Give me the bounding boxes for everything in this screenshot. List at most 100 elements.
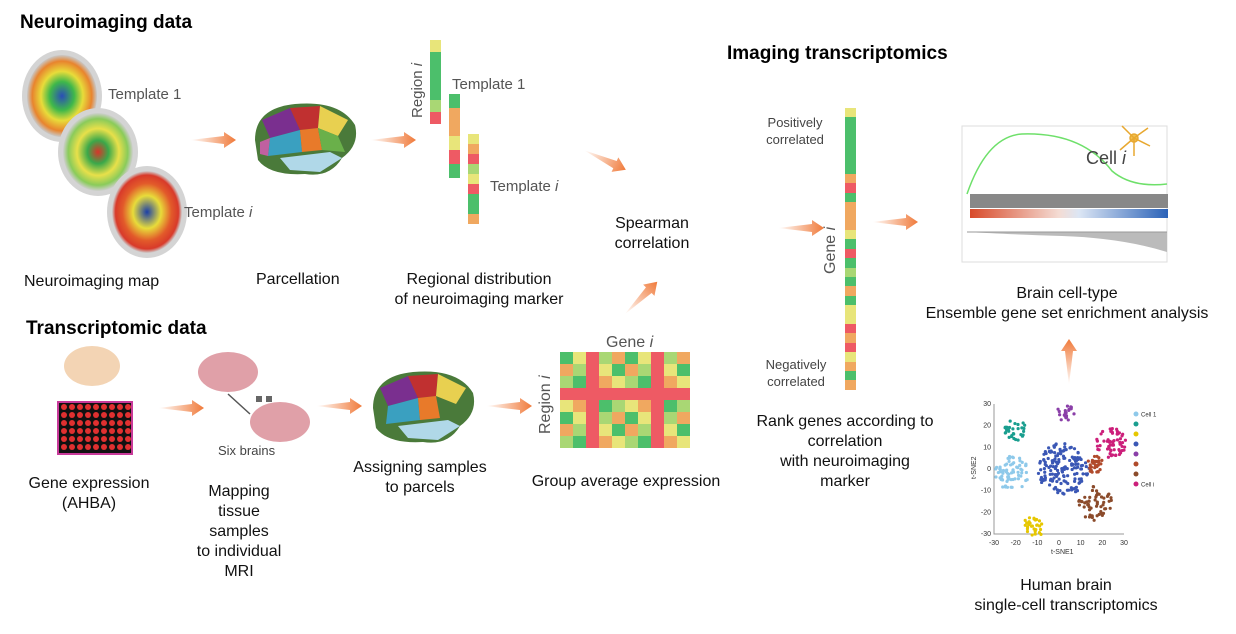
tsne-point bbox=[1095, 437, 1099, 441]
microarray-spot bbox=[69, 420, 75, 426]
strip-cell bbox=[430, 112, 441, 124]
tsne-point bbox=[1073, 477, 1077, 481]
region-strip-1 bbox=[430, 40, 441, 124]
strip-cell bbox=[449, 164, 460, 178]
heatmap-cell bbox=[664, 364, 677, 376]
tsne-legend-marker bbox=[1133, 451, 1139, 457]
tsne-point bbox=[1016, 477, 1021, 481]
tsne-point bbox=[1083, 515, 1088, 519]
strip-cell bbox=[468, 184, 479, 194]
tsne-point bbox=[1086, 459, 1090, 463]
tsne-point bbox=[1056, 491, 1060, 495]
tsne-point bbox=[1100, 458, 1104, 462]
microarray-spot bbox=[117, 404, 123, 410]
microarray-spot bbox=[69, 412, 75, 418]
tsne-point bbox=[1062, 479, 1066, 483]
microarray-spot bbox=[101, 444, 107, 450]
tsne-point bbox=[1083, 495, 1087, 499]
strip-cell bbox=[430, 76, 441, 88]
microarray-spot bbox=[61, 412, 67, 418]
microarray-spot bbox=[77, 420, 83, 426]
tsne-xtick: 10 bbox=[1077, 540, 1085, 547]
tsne-point bbox=[1044, 464, 1048, 468]
microarray-spot bbox=[117, 444, 123, 450]
tsne-point bbox=[1048, 483, 1052, 487]
microarray-spot bbox=[77, 444, 83, 450]
tsne-point bbox=[1106, 455, 1111, 459]
tsne-point bbox=[1005, 485, 1010, 489]
microarray-spot bbox=[69, 404, 75, 410]
microarray-spot bbox=[85, 404, 91, 410]
tsne-point bbox=[1072, 412, 1076, 416]
heatmap-cell bbox=[638, 412, 651, 424]
arrow-to-spearman-bottom bbox=[624, 281, 658, 315]
arrow-to-regional bbox=[370, 132, 416, 148]
region-strip-3 bbox=[468, 134, 479, 224]
heatmap-cell bbox=[560, 412, 573, 424]
tsne-point bbox=[1099, 432, 1103, 436]
heatmap-cell bbox=[560, 364, 573, 376]
tsne-point bbox=[1050, 479, 1055, 483]
arrow-to-group-average bbox=[486, 398, 532, 414]
tsne-point bbox=[1011, 456, 1015, 460]
microarray-spot bbox=[109, 404, 115, 410]
arrow-to-assigning bbox=[316, 398, 362, 414]
heatmap-cell bbox=[560, 400, 573, 412]
heatmap-cell bbox=[664, 352, 677, 364]
tsne-point bbox=[1092, 518, 1096, 522]
heatmap-cell bbox=[651, 376, 664, 388]
tsne-point bbox=[1001, 485, 1005, 489]
tsne-point bbox=[1041, 477, 1045, 481]
heatmap-cell bbox=[664, 388, 677, 400]
tsne-point bbox=[1077, 503, 1082, 507]
tsne-point bbox=[1094, 489, 1099, 493]
tsne-point bbox=[1091, 485, 1095, 489]
strip-cell bbox=[845, 192, 856, 202]
heatmap-cell bbox=[625, 424, 638, 436]
microarray-spot bbox=[109, 412, 115, 418]
strip-cell bbox=[845, 295, 856, 306]
microarray-spot bbox=[93, 404, 99, 410]
human-brain-label: Human brain single-cell transcriptomics bbox=[974, 577, 1158, 614]
tsne-point bbox=[1089, 465, 1094, 469]
tsne-point bbox=[1055, 454, 1060, 458]
strip-cell bbox=[468, 194, 479, 204]
tsne-point bbox=[1054, 460, 1058, 464]
tsne-point bbox=[1021, 421, 1025, 425]
microarray-spot bbox=[69, 444, 75, 450]
assigning-brain bbox=[373, 371, 475, 443]
heatmap-cell bbox=[651, 400, 664, 412]
heatmap-region-i-label: Region i bbox=[537, 375, 554, 434]
heatmap-cell bbox=[612, 376, 625, 388]
strip-cell bbox=[845, 211, 856, 221]
tsne-ytick: -30 bbox=[981, 531, 991, 538]
tsne-legend-label: Cell 1 bbox=[1141, 413, 1157, 419]
region-i-axis-label: Region i bbox=[409, 62, 426, 118]
microarray-spot bbox=[101, 420, 107, 426]
tsne-ytick: 10 bbox=[983, 444, 991, 451]
assigning-samples-label: Assigning samples to parcels bbox=[353, 459, 487, 496]
microarray-spot bbox=[61, 404, 67, 410]
tsne-point bbox=[1028, 521, 1032, 525]
heatmap-cell bbox=[651, 364, 664, 376]
tsne-point bbox=[999, 477, 1003, 482]
heatmap-cell bbox=[677, 400, 690, 412]
tsne-point bbox=[1069, 445, 1073, 449]
tsne-legend-marker bbox=[1133, 471, 1139, 477]
tsne-point bbox=[1093, 466, 1097, 470]
tsne-point bbox=[1081, 472, 1085, 476]
tsne-point bbox=[1020, 460, 1024, 465]
tsne-point bbox=[1101, 503, 1105, 507]
tsne-point bbox=[1066, 474, 1070, 478]
strip-cell bbox=[845, 323, 856, 334]
heatmap-cell bbox=[638, 364, 651, 376]
tsne-point bbox=[1097, 448, 1101, 452]
heatmap-cell bbox=[677, 424, 690, 436]
arrow-to-brain-celltype bbox=[1061, 339, 1077, 385]
microarray-spot bbox=[61, 444, 67, 450]
tsne-point bbox=[1070, 467, 1074, 472]
microarray-spot bbox=[61, 436, 67, 442]
tsne-point bbox=[1029, 524, 1034, 528]
tsne-point bbox=[1085, 472, 1090, 476]
heatmap-cell bbox=[638, 424, 651, 436]
